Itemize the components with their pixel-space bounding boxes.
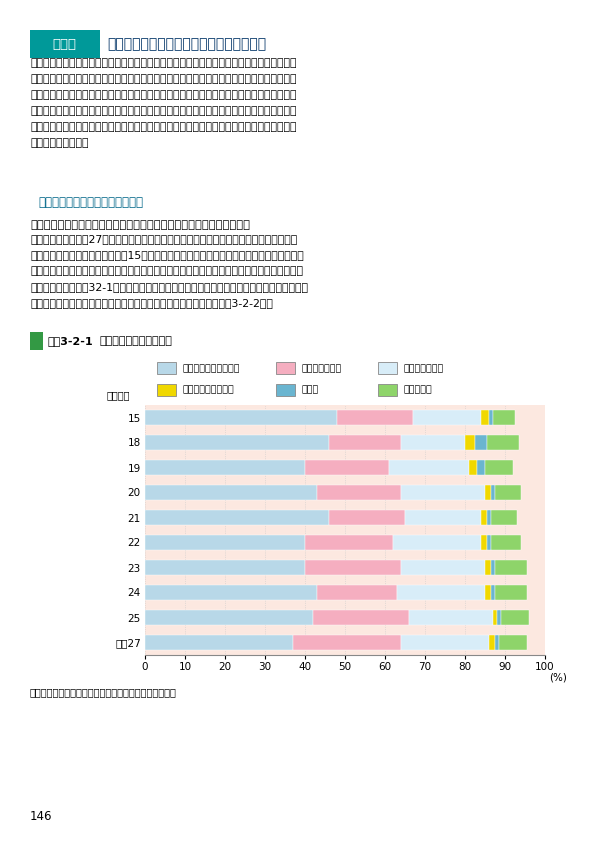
Bar xyxy=(337,410,413,425)
Bar xyxy=(493,610,497,625)
Bar xyxy=(145,560,305,575)
Bar xyxy=(145,635,293,650)
Bar xyxy=(378,384,396,396)
Bar xyxy=(487,535,491,550)
Bar xyxy=(491,560,495,575)
Bar xyxy=(495,585,527,600)
Bar xyxy=(413,410,481,425)
Bar xyxy=(491,585,495,600)
Bar xyxy=(145,410,337,425)
Bar xyxy=(305,460,389,475)
Bar xyxy=(329,510,405,525)
Bar xyxy=(481,410,489,425)
Bar xyxy=(491,510,517,525)
Bar xyxy=(276,362,295,374)
Text: わからない: わからない xyxy=(403,385,432,394)
Bar xyxy=(499,635,527,650)
Bar xyxy=(401,485,485,500)
Bar xyxy=(491,535,521,550)
Text: わかりやすくて簡単: わかりやすくて簡単 xyxy=(182,385,234,394)
Bar xyxy=(485,560,491,575)
Bar xyxy=(313,610,409,625)
Text: 国土交通省「平成27年度土地問題に関する国民の意識調査」の結果によれば、消費者の
不動産取引に対する印象は、平成15年から比較してやや減少傾向にあるものの、「難: 国土交通省「平成27年度土地問題に関する国民の意識調査」の結果によれば、消費者の… xyxy=(30,234,308,308)
Bar xyxy=(495,635,499,650)
Bar xyxy=(276,384,295,396)
Bar xyxy=(329,435,401,450)
Text: （年度）: （年度） xyxy=(107,390,130,400)
Text: 特に不安は無い: 特に不安は無い xyxy=(403,364,443,373)
Text: （消費者の不動産取引に対する印象と投資家による不動産市場の評価）: （消費者の不動産取引に対する印象と投資家による不動産市場の評価） xyxy=(30,220,250,230)
Text: なんとなく不安: なんとなく不安 xyxy=(301,364,342,373)
Text: 146: 146 xyxy=(30,811,52,823)
Text: 多様な不動産情報が流通する社会への対応: 多様な不動産情報が流通する社会への対応 xyxy=(108,37,267,51)
Bar xyxy=(493,410,515,425)
Bar xyxy=(30,332,43,350)
Bar xyxy=(501,610,529,625)
Bar xyxy=(305,535,393,550)
Bar xyxy=(389,460,469,475)
Bar xyxy=(378,362,396,374)
Text: 難しくてわかりにくい: 難しくてわかりにくい xyxy=(182,364,240,373)
Bar xyxy=(145,485,317,500)
Bar xyxy=(477,460,485,475)
Bar xyxy=(469,460,477,475)
Bar xyxy=(487,435,519,450)
Text: 図表3-2-1: 図表3-2-1 xyxy=(47,336,93,346)
Bar xyxy=(495,560,527,575)
Text: 不動産取引に対する印象: 不動産取引に対する印象 xyxy=(99,336,173,346)
Bar xyxy=(145,435,329,450)
Bar xyxy=(491,485,495,500)
Bar xyxy=(497,610,501,625)
Bar xyxy=(489,410,493,425)
Bar xyxy=(495,485,521,500)
Bar xyxy=(157,384,176,396)
Bar xyxy=(305,560,401,575)
Bar xyxy=(401,635,489,650)
Bar xyxy=(145,510,329,525)
Bar xyxy=(475,435,487,450)
Bar xyxy=(157,362,176,374)
Bar xyxy=(405,510,481,525)
Bar xyxy=(145,610,313,625)
Bar xyxy=(409,610,493,625)
Text: 第２節: 第２節 xyxy=(53,38,77,51)
Bar xyxy=(401,560,485,575)
Bar xyxy=(145,460,305,475)
Bar xyxy=(30,30,99,58)
Bar xyxy=(485,485,491,500)
Bar xyxy=(487,510,491,525)
Text: (%): (%) xyxy=(549,673,567,683)
Bar xyxy=(393,535,481,550)
Bar xyxy=(145,535,305,550)
Bar xyxy=(397,585,485,600)
Bar xyxy=(481,535,487,550)
Text: 資料：国土交通省「土地問題に関する国民の意識調査」: 資料：国土交通省「土地問題に関する国民の意識調査」 xyxy=(30,688,177,697)
Text: １　我が国の不動産市場の透明性: １ 我が国の不動産市場の透明性 xyxy=(38,195,143,209)
Bar xyxy=(489,635,495,650)
Text: その他: その他 xyxy=(301,385,318,394)
Bar xyxy=(293,635,401,650)
Text: 我が国の不動産市場においては、情報の非対称性の存在が指摘されており、市場の透明性
の向上が課題として挙げられている。また、近年は災害の激甚化等に伴い、消費者の住: 我が国の不動産市場においては、情報の非対称性の存在が指摘されており、市場の透明性… xyxy=(30,58,296,148)
Bar xyxy=(401,435,465,450)
Bar xyxy=(317,585,397,600)
Bar xyxy=(485,460,513,475)
Bar xyxy=(317,485,401,500)
Bar xyxy=(145,585,317,600)
Bar xyxy=(485,585,491,600)
Bar xyxy=(465,435,475,450)
Bar xyxy=(481,510,487,525)
